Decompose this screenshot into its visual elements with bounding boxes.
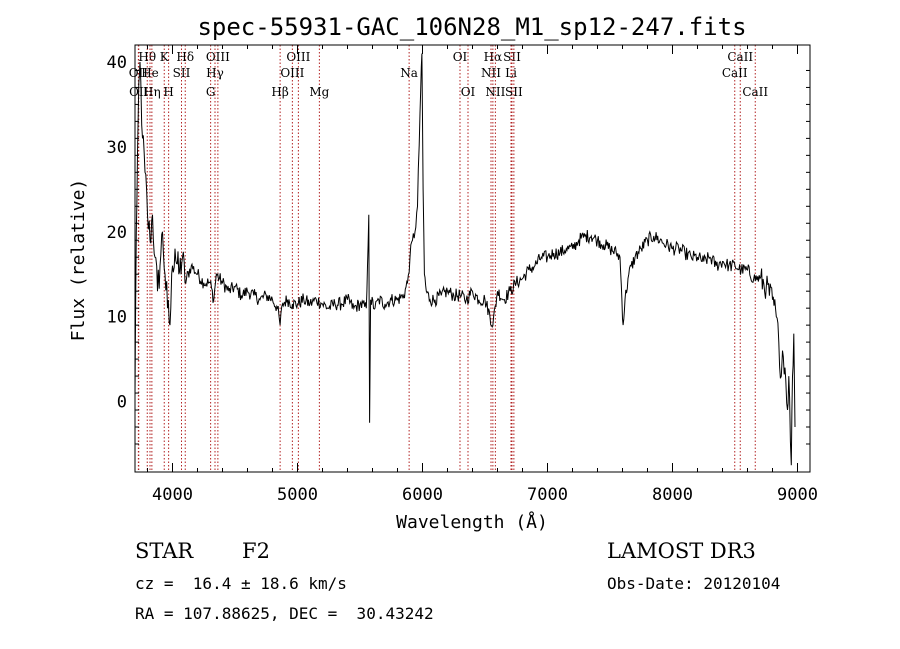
- x-tick-label: 8000: [652, 485, 693, 505]
- x-axis-label: Wavelength (Å): [396, 511, 548, 533]
- survey-name: LAMOST DR3: [607, 539, 756, 563]
- line-marker-label: SII: [503, 50, 521, 64]
- axis-ticks: 4000 5000 6000 7000 8000 9000 0 10 20 30 40: [107, 45, 818, 505]
- line-marker-label: Hθ: [138, 50, 156, 64]
- y-axis-label: Flux (relative): [68, 179, 89, 342]
- y-tick-label: 30: [107, 138, 127, 158]
- x-tick-label: 7000: [527, 485, 568, 505]
- line-marker-label: OI: [453, 50, 468, 64]
- line-marker-label: He: [141, 66, 159, 80]
- line-marker-label: SII: [173, 66, 191, 80]
- line-marker-label: CaII: [742, 85, 768, 99]
- line-marker-label: NII: [485, 85, 505, 99]
- line-marker-label: Hα: [484, 50, 503, 64]
- y-tick-label: 0: [117, 393, 127, 413]
- x-tick-label: 4000: [152, 485, 193, 505]
- line-marker-label: Hγ: [206, 66, 224, 80]
- line-marker-label: CaII: [722, 66, 748, 80]
- line-marker-label: OIII: [286, 50, 310, 64]
- observation-date: Obs-Date: 20120104: [607, 574, 781, 593]
- line-marker-label: CaII: [727, 50, 753, 64]
- spectral-subclass: F2: [242, 539, 270, 563]
- line-marker-label: SII: [505, 85, 523, 99]
- chart-title: spec-55931-GAC_106N28_M1_sp12-247.fits: [197, 13, 746, 41]
- line-marker-label: OIII: [206, 50, 230, 64]
- sky-coordinates: RA = 107.88625, DEC = 30.43242: [135, 604, 434, 623]
- y-tick-label: 40: [107, 53, 127, 73]
- y-tick-label: 20: [107, 223, 127, 243]
- spectrum-series: [134, 53, 796, 466]
- x-tick-label: 9000: [777, 485, 818, 505]
- x-tick-label: 6000: [402, 485, 443, 505]
- line-marker-label: H: [163, 85, 173, 99]
- line-marker-label: G: [206, 85, 216, 99]
- line-marker-label: Na: [400, 66, 418, 80]
- line-marker-label: K: [160, 50, 170, 64]
- redshift-velocity: cz = 16.4 ± 18.6 km/s: [135, 574, 347, 593]
- line-marker-label: Hδ: [176, 50, 194, 64]
- line-marker-label: OIII: [280, 66, 304, 80]
- line-marker-label: Hβ: [271, 85, 288, 99]
- spectrum-line: [134, 53, 796, 466]
- line-marker-label: Mg: [309, 85, 329, 99]
- line-markers: HθOIIOIIHeHηKHSIIHδOIIIHγGOIIIOIIIHβMgNa…: [129, 45, 768, 472]
- line-marker-label: Li: [505, 66, 517, 80]
- y-tick-label: 10: [107, 308, 127, 328]
- object-class: STAR: [135, 539, 194, 563]
- line-marker-label: Hη: [143, 85, 161, 99]
- line-marker-label: NII: [481, 66, 501, 80]
- x-tick-label: 5000: [277, 485, 318, 505]
- line-marker-label: OI: [461, 85, 476, 99]
